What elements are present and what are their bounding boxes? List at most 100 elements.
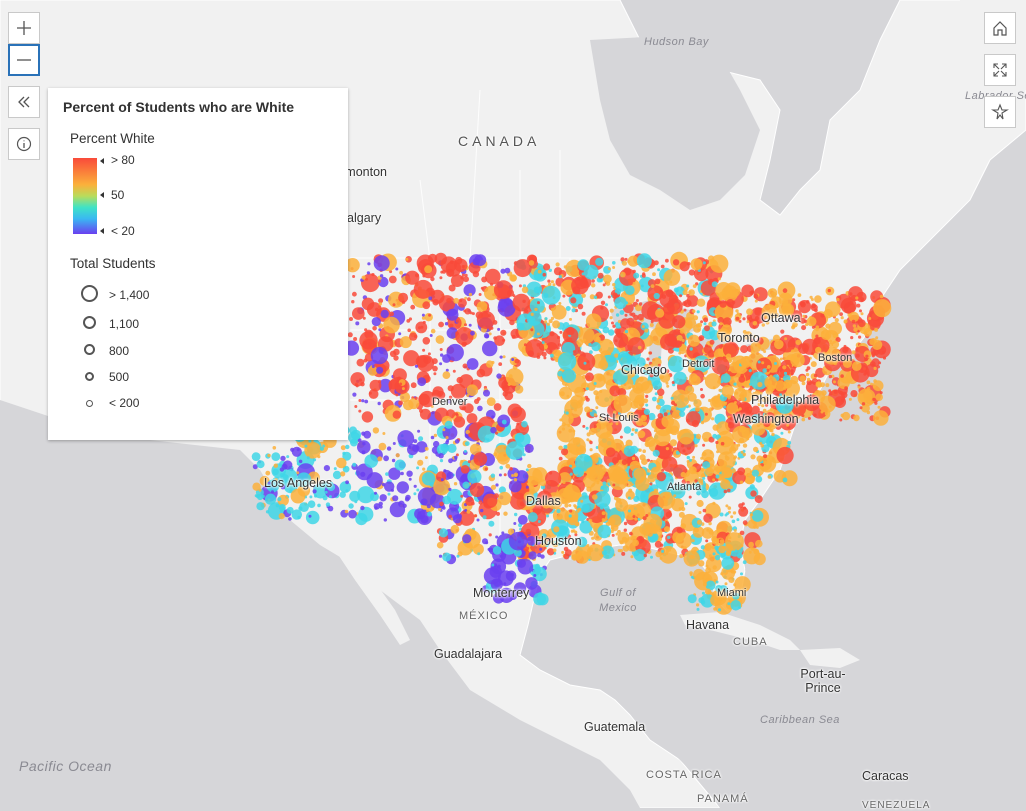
school-point[interactable] — [403, 350, 420, 367]
school-point[interactable] — [600, 485, 605, 490]
school-point[interactable] — [305, 510, 320, 525]
school-point[interactable] — [528, 551, 537, 560]
school-point[interactable] — [364, 454, 379, 468]
school-point[interactable] — [774, 362, 777, 365]
school-point[interactable] — [629, 329, 634, 334]
school-point[interactable] — [478, 293, 482, 296]
school-point[interactable] — [374, 506, 378, 510]
school-point[interactable] — [697, 322, 703, 328]
school-point[interactable] — [840, 374, 844, 378]
school-point[interactable] — [738, 506, 749, 517]
school-point[interactable] — [525, 577, 538, 590]
school-point[interactable] — [783, 379, 793, 389]
school-point[interactable] — [591, 283, 596, 288]
school-point[interactable] — [358, 409, 362, 413]
school-point[interactable] — [631, 456, 636, 461]
school-point[interactable] — [271, 490, 274, 494]
school-point[interactable] — [821, 390, 827, 396]
school-point[interactable] — [541, 285, 561, 305]
school-point[interactable] — [464, 273, 468, 277]
school-point[interactable] — [509, 467, 513, 471]
school-point[interactable] — [467, 469, 482, 484]
school-point[interactable] — [635, 357, 646, 368]
school-point[interactable] — [480, 286, 484, 290]
school-point[interactable] — [721, 467, 733, 479]
school-point[interactable] — [853, 414, 860, 422]
school-point[interactable] — [601, 545, 615, 559]
school-point[interactable] — [504, 267, 511, 274]
school-point[interactable] — [422, 348, 426, 352]
school-point[interactable] — [354, 405, 358, 408]
school-point[interactable] — [687, 334, 701, 347]
school-point[interactable] — [501, 419, 507, 425]
school-point[interactable] — [507, 467, 520, 480]
school-point[interactable] — [657, 363, 661, 367]
school-point[interactable] — [553, 540, 557, 544]
school-point[interactable] — [291, 509, 302, 520]
school-point[interactable] — [701, 473, 706, 478]
school-point[interactable] — [715, 440, 719, 445]
school-point[interactable] — [353, 337, 358, 341]
school-point[interactable] — [868, 400, 872, 405]
school-point[interactable] — [703, 513, 713, 523]
school-point[interactable] — [497, 445, 502, 450]
school-point[interactable] — [493, 493, 499, 499]
school-point[interactable] — [579, 520, 593, 534]
school-point[interactable] — [464, 308, 471, 315]
school-point[interactable] — [859, 309, 862, 313]
school-point[interactable] — [564, 399, 583, 419]
school-point[interactable] — [729, 362, 741, 374]
school-point[interactable] — [810, 304, 818, 312]
school-point[interactable] — [879, 294, 884, 299]
school-point[interactable] — [639, 523, 652, 536]
school-point[interactable] — [679, 329, 685, 334]
school-point[interactable] — [751, 469, 760, 477]
school-point[interactable] — [508, 479, 522, 493]
school-point[interactable] — [398, 332, 402, 336]
school-point[interactable] — [691, 539, 695, 543]
school-point[interactable] — [698, 560, 705, 567]
school-point[interactable] — [502, 355, 506, 359]
school-point[interactable] — [626, 411, 635, 420]
school-point[interactable] — [704, 467, 714, 477]
school-point[interactable] — [746, 308, 753, 316]
school-point[interactable] — [694, 444, 698, 448]
school-point[interactable] — [828, 321, 842, 336]
school-point[interactable] — [366, 271, 370, 275]
school-point[interactable] — [685, 405, 689, 409]
school-point[interactable] — [471, 312, 475, 316]
school-point[interactable] — [418, 436, 424, 442]
school-point[interactable] — [734, 576, 751, 593]
school-point[interactable] — [333, 467, 337, 471]
school-point[interactable] — [757, 399, 761, 403]
school-point[interactable] — [550, 316, 555, 320]
school-point[interactable] — [688, 290, 692, 294]
school-point[interactable] — [714, 399, 719, 404]
school-point[interactable] — [553, 267, 563, 276]
school-point[interactable] — [741, 502, 745, 506]
school-point[interactable] — [476, 518, 480, 522]
school-point[interactable] — [806, 316, 817, 327]
school-point[interactable] — [864, 370, 868, 375]
school-point[interactable] — [345, 444, 350, 450]
school-point[interactable] — [877, 405, 881, 409]
school-point[interactable] — [392, 368, 407, 383]
school-point[interactable] — [683, 308, 687, 312]
school-point[interactable] — [526, 281, 542, 298]
school-point[interactable] — [464, 323, 467, 327]
school-point[interactable] — [376, 366, 384, 374]
school-point[interactable] — [536, 332, 540, 336]
school-point[interactable] — [625, 490, 635, 500]
school-point[interactable] — [439, 432, 443, 436]
school-point[interactable] — [641, 325, 645, 329]
school-point[interactable] — [512, 293, 531, 312]
school-point[interactable] — [575, 522, 579, 526]
school-point[interactable] — [568, 514, 572, 518]
school-point[interactable] — [569, 449, 573, 453]
school-point[interactable] — [700, 421, 705, 425]
school-point[interactable] — [703, 345, 712, 354]
school-point[interactable] — [623, 426, 632, 434]
school-point[interactable] — [680, 471, 686, 478]
school-point[interactable] — [543, 356, 547, 360]
